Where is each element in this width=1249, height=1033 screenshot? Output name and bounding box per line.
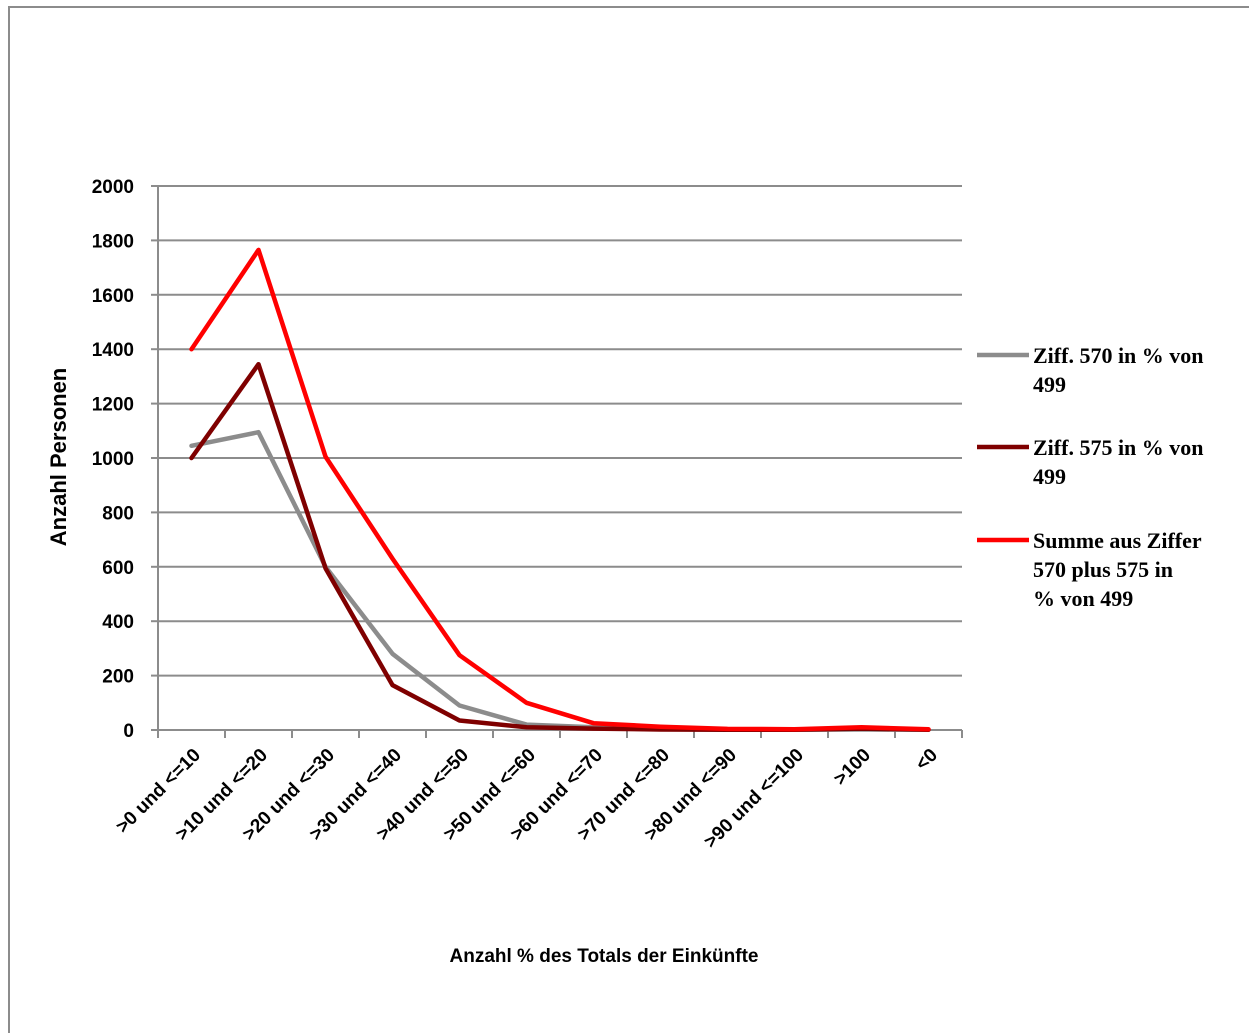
y-tick-label: 2000 <box>92 177 134 198</box>
y-tick-label: 400 <box>102 612 134 633</box>
y-tick-label: 1600 <box>92 286 134 307</box>
y-tick-label: 800 <box>102 503 134 524</box>
legend-label: Ziff. 570 in % von <box>1033 343 1204 368</box>
legend-label: 570 plus 575 in <box>1033 557 1173 582</box>
legend-label: 499 <box>1033 372 1066 397</box>
y-tick-label: 1800 <box>92 231 134 252</box>
series-line-3 <box>189 247 931 732</box>
series-lines <box>189 247 931 732</box>
y-tick-labels: 0 200 400 600 800 1000 1200 1400 1600 1800 2000 <box>92 177 134 742</box>
y-tick-label: 0 <box>123 721 134 742</box>
x-tick-label: >100 <box>830 745 875 790</box>
y-axis-title: Anzahl Personen <box>46 368 71 546</box>
x-tick-label: <0 <box>912 745 942 775</box>
legend-label: Summe aus Ziffer <box>1033 528 1202 553</box>
legend: Ziff. 570 in % von 499 Ziff. 575 in % von 4… <box>977 343 1204 611</box>
series-line-1 <box>189 429 931 732</box>
y-tick-label: 1400 <box>92 340 134 361</box>
legend-label: 499 <box>1033 464 1066 489</box>
legend-label: Ziff. 575 in % von <box>1033 435 1204 460</box>
x-axis-title: Anzahl % des Totals der Einkünfte <box>450 946 759 967</box>
y-tick-label: 600 <box>102 558 134 579</box>
y-tick-label: 1000 <box>92 449 134 470</box>
y-tick-label: 200 <box>102 667 134 688</box>
y-tick-label: 1200 <box>92 395 134 416</box>
chart-frame <box>8 6 1249 1033</box>
x-tick-labels: >0 und <=10>10 und <=20>20 und <=30>30 u… <box>112 745 942 853</box>
legend-label: % von 499 <box>1033 586 1133 611</box>
